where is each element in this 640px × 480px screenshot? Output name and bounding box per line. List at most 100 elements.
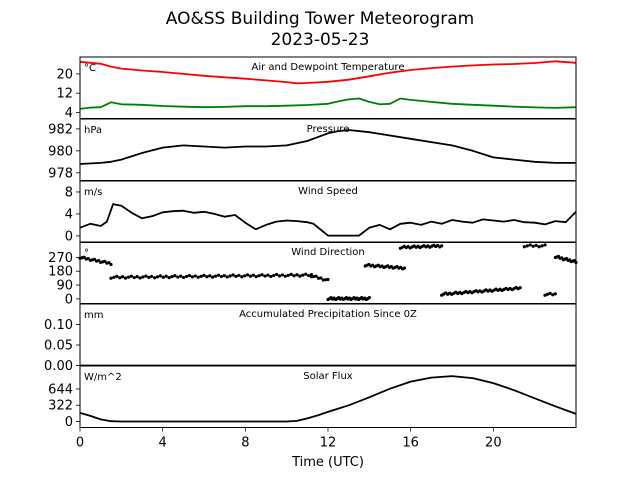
wind-direction-point bbox=[179, 274, 183, 278]
wind-direction-point bbox=[289, 272, 293, 276]
wind-direction-point bbox=[525, 244, 529, 248]
wind-direction-point bbox=[158, 274, 162, 278]
wind-direction-point bbox=[245, 273, 250, 277]
wind-direction-point bbox=[123, 276, 128, 280]
wind-direction-point bbox=[118, 276, 122, 280]
wind-direction-point bbox=[543, 293, 547, 297]
y-tick-label: 0.00 bbox=[44, 359, 73, 374]
wind-direction-point bbox=[440, 244, 444, 248]
wind-direction-point bbox=[121, 275, 125, 279]
wind-direction-point bbox=[152, 276, 157, 280]
shared-x-axis: 0 4 8 12 16 20 bbox=[76, 427, 502, 451]
wind-direction-point bbox=[193, 274, 197, 278]
x-tick-label: 0 bbox=[76, 436, 84, 451]
wind-direction-point bbox=[314, 274, 318, 278]
wind-direction-point bbox=[150, 274, 154, 279]
wind-direction-point bbox=[187, 273, 192, 278]
wind-direction-point bbox=[304, 272, 308, 276]
y-tick-label: 12 bbox=[56, 87, 73, 102]
series-line-1 bbox=[79, 97, 577, 110]
wind-direction-point bbox=[528, 243, 532, 247]
wind-direction-point bbox=[309, 275, 314, 279]
wind-direction-point bbox=[208, 274, 212, 278]
wind-direction-point bbox=[243, 274, 247, 278]
wind-direction-point bbox=[286, 273, 290, 277]
wind-direction-point bbox=[155, 275, 160, 279]
unit-label: ° bbox=[84, 248, 89, 259]
wind-direction-point bbox=[280, 273, 285, 277]
series-line-0 bbox=[79, 203, 577, 237]
wind-direction-point bbox=[231, 273, 235, 277]
wind-direction-point bbox=[199, 274, 203, 278]
wind-direction-point bbox=[522, 245, 526, 249]
y-tick-label: 4 bbox=[65, 106, 73, 121]
series-line-0 bbox=[79, 129, 576, 165]
y-tick-label: 20 bbox=[56, 67, 73, 82]
wind-direction-point bbox=[324, 278, 328, 282]
unit-label: W/m^2 bbox=[84, 372, 122, 383]
unit-label: m/s bbox=[84, 187, 102, 198]
wind-direction-point bbox=[545, 292, 550, 296]
figure-title-line1: AO&SS Building Tower Meteorogram bbox=[166, 9, 474, 29]
y-tick-label: 644 bbox=[48, 382, 73, 397]
wind-direction-point bbox=[103, 259, 107, 263]
wind-direction-point bbox=[176, 275, 180, 279]
wind-direction-point bbox=[306, 273, 311, 278]
wind-direction-point bbox=[213, 274, 218, 278]
x-tick-label: 8 bbox=[241, 436, 249, 451]
wind-direction-point bbox=[257, 274, 261, 278]
unit-label: hPa bbox=[84, 125, 102, 136]
x-tick-label: 12 bbox=[320, 436, 337, 451]
wind-direction-point bbox=[292, 274, 296, 278]
wind-direction-point bbox=[97, 259, 101, 263]
wind-direction-point bbox=[112, 275, 116, 279]
panel-title: Wind Direction bbox=[291, 247, 365, 258]
x-tick-label: 16 bbox=[402, 436, 419, 451]
y-tick-label: 0 bbox=[65, 292, 73, 307]
series-line-0 bbox=[79, 60, 577, 85]
wind-direction-point bbox=[147, 275, 151, 279]
wind-direction-point bbox=[316, 276, 321, 280]
wind-direction-point bbox=[543, 243, 547, 247]
wind-direction-point bbox=[161, 275, 165, 279]
wind-direction-point bbox=[272, 273, 276, 278]
wind-direction-point bbox=[144, 274, 148, 278]
wind-direction-point bbox=[184, 274, 189, 279]
wind-direction-point bbox=[196, 275, 200, 279]
panels: 4 12 20 Air and Dewpoint Temperature °C 978 98… bbox=[44, 56, 578, 430]
wind-direction-point bbox=[132, 275, 136, 280]
y-tick-label: 0 bbox=[65, 229, 73, 244]
x-tick-label: 4 bbox=[159, 436, 167, 451]
wind-direction-point bbox=[86, 256, 90, 261]
y-tick-label: 180 bbox=[48, 265, 73, 280]
wind-direction-point bbox=[266, 273, 270, 277]
wind-direction-point bbox=[367, 296, 371, 300]
panel-title: Wind Speed bbox=[298, 186, 358, 197]
wind-direction-point bbox=[531, 244, 535, 248]
panel-2: 0 4 8 Wind Speed m/s bbox=[65, 180, 577, 244]
wind-direction-point bbox=[135, 275, 139, 279]
wind-direction-point bbox=[551, 293, 555, 297]
wind-direction-point bbox=[518, 286, 522, 290]
wind-direction-point bbox=[190, 275, 194, 279]
wind-direction-point bbox=[170, 275, 174, 279]
panel-title: Solar Flux bbox=[303, 371, 353, 382]
wind-direction-point bbox=[205, 275, 209, 279]
wind-direction-point bbox=[126, 275, 131, 279]
wind-direction-point bbox=[295, 273, 299, 277]
wind-direction-point bbox=[219, 274, 224, 279]
wind-direction-point bbox=[234, 274, 238, 278]
wind-direction-point bbox=[216, 273, 221, 277]
wind-direction-point bbox=[540, 244, 544, 248]
wind-direction-point bbox=[321, 278, 325, 282]
figure-title-line2: 2023-05-23 bbox=[271, 30, 370, 50]
wind-direction-point bbox=[312, 274, 316, 279]
wind-direction-point bbox=[173, 274, 177, 278]
wind-direction-point bbox=[269, 274, 273, 279]
y-tick-label: 0.05 bbox=[44, 339, 73, 354]
wind-direction-point bbox=[92, 257, 97, 261]
x-axis-label: Time (UTC) bbox=[291, 455, 364, 470]
wind-direction-point bbox=[319, 276, 323, 280]
